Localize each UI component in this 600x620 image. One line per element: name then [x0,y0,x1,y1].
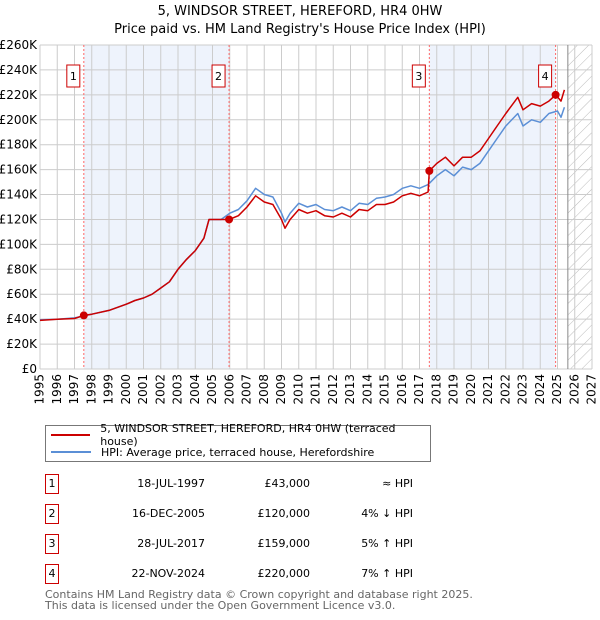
sale-label: 4 [542,70,549,83]
sale-number: 3 [45,534,59,554]
sale-price: £220,000 [257,567,311,580]
x-tick-label: 2003 [171,374,185,405]
shaded-period [83,45,230,369]
sale-label-box [211,64,226,88]
x-tick-label: 2021 [481,374,495,405]
x-tick-label: 2016 [395,374,409,405]
sale-label: 3 [415,70,422,83]
x-tick-label: 2008 [257,374,271,405]
legend-label: 5, WINDSOR STREET, HEREFORD, HR4 0HW (te… [100,422,396,448]
chart-subtitle: Price paid vs. HM Land Registry's House … [114,22,486,37]
price-chart: 1 2 3 4 1995 1996 1997 1998 1999 2000 2001 2002 2003… [0,38,599,405]
x-tick-label: 2018 [429,374,443,405]
forecast-hatch [567,45,592,369]
y-tick-label: £0 [22,362,37,376]
y-tick-label: £200K [0,113,38,127]
footer-copyright: Contains HM Land Registry data © Crown c… [45,588,473,601]
x-tick-label: 2013 [343,374,357,405]
x-tick-label: 2017 [412,374,426,405]
x-tick-label: 2014 [360,374,374,405]
sale-label-box [411,64,426,88]
sale-number: 4 [45,564,59,584]
y-tick-label: £160K [0,163,38,177]
footer-licence: This data is licensed under the Open Gov… [45,599,396,612]
y-tick-label: £80K [6,262,38,276]
sale-date: 28-JUL-2017 [137,537,205,550]
hpi-comparison: 5% ↑ HPI [361,537,413,550]
x-tick-label: 1998 [84,374,98,405]
y-tick-label: £40K [6,312,38,326]
chart-title: 5, WINDSOR STREET, HEREFORD, HR4 0HW [157,4,443,19]
x-tick-label: 2011 [309,374,323,405]
sale-point [79,311,88,320]
y-tick-label: £180K [0,138,38,152]
legend-label: HPI: Average price, terraced house, Here… [101,445,375,459]
sale-number: 1 [45,474,59,494]
legend-item-property: 5, WINDSOR STREET, HEREFORD, HR4 0HW (te… [51,422,430,448]
sale-label: 2 [215,70,222,83]
legend-swatch-blue [51,451,91,453]
x-tick-label: 2019 [447,374,461,405]
sale-point [425,166,434,175]
x-tick-label: 2009 [274,374,288,405]
sale-point [551,90,560,99]
y-tick-label: £240K [0,63,38,77]
x-tick-label: 2007 [240,374,254,405]
hpi-comparison: ≈ HPI [382,477,413,490]
y-tick-label: £120K [0,212,38,226]
x-tick-label: 1997 [67,374,81,405]
footer: Contains HM Land Registry data © Crown c… [45,589,473,611]
x-tick-label: 2002 [153,374,167,405]
legend: 5, WINDSOR STREET, HEREFORD, HR4 0HW (te… [45,422,431,462]
sale-number: 2 [45,504,59,524]
y-tick-label: £20K [6,337,38,351]
x-tick-label: 1995 [33,374,47,405]
y-tick-label: £260K [0,38,38,52]
x-tick-label: 2000 [119,374,133,405]
hpi-comparison: 4% ↓ HPI [361,507,413,520]
x-tick-label: 2027 [585,374,599,405]
x-tick-label: 1999 [102,374,116,405]
sale-date: 16-DEC-2005 [131,507,205,520]
y-tick-label: £100K [0,237,38,251]
sale-date: 22-NOV-2024 [131,567,205,580]
legend-swatch-red [51,434,91,436]
x-tick-label: 2024 [533,374,547,405]
sale-label-box [538,64,553,88]
x-tick-label: 2020 [464,374,478,405]
sale-date: 18-JUL-1997 [137,477,205,490]
y-tick-label: £140K [0,188,38,202]
x-tick-label: 2022 [498,374,512,405]
sale-price: £43,000 [264,477,311,490]
property-price-line [39,89,566,322]
x-tick-label: 2023 [516,374,530,405]
sale-point [225,215,234,224]
x-tick-label: 1996 [50,374,64,405]
y-tick-label: £60K [6,287,38,301]
x-tick-label: 2025 [550,374,564,405]
x-tick-label: 2010 [291,374,305,405]
x-tick-label: 2005 [205,374,219,405]
shaded-period [429,45,556,369]
legend-item-hpi: HPI: Average price, terraced house, Here… [51,444,374,460]
sale-price: £159,000 [257,537,311,550]
sale-label-box [66,64,81,88]
x-tick-label: 2004 [188,374,202,405]
sale-price: £120,000 [257,507,311,520]
x-tick-label: 2006 [222,374,236,405]
x-tick-label: 2012 [326,374,340,405]
x-tick-label: 2015 [378,374,392,405]
x-tick-label: 2001 [136,374,150,405]
x-tick-label: 2026 [567,374,581,405]
hpi-comparison: 7% ↑ HPI [361,567,413,580]
y-tick-label: £220K [0,88,38,102]
sale-label: 1 [70,70,77,83]
